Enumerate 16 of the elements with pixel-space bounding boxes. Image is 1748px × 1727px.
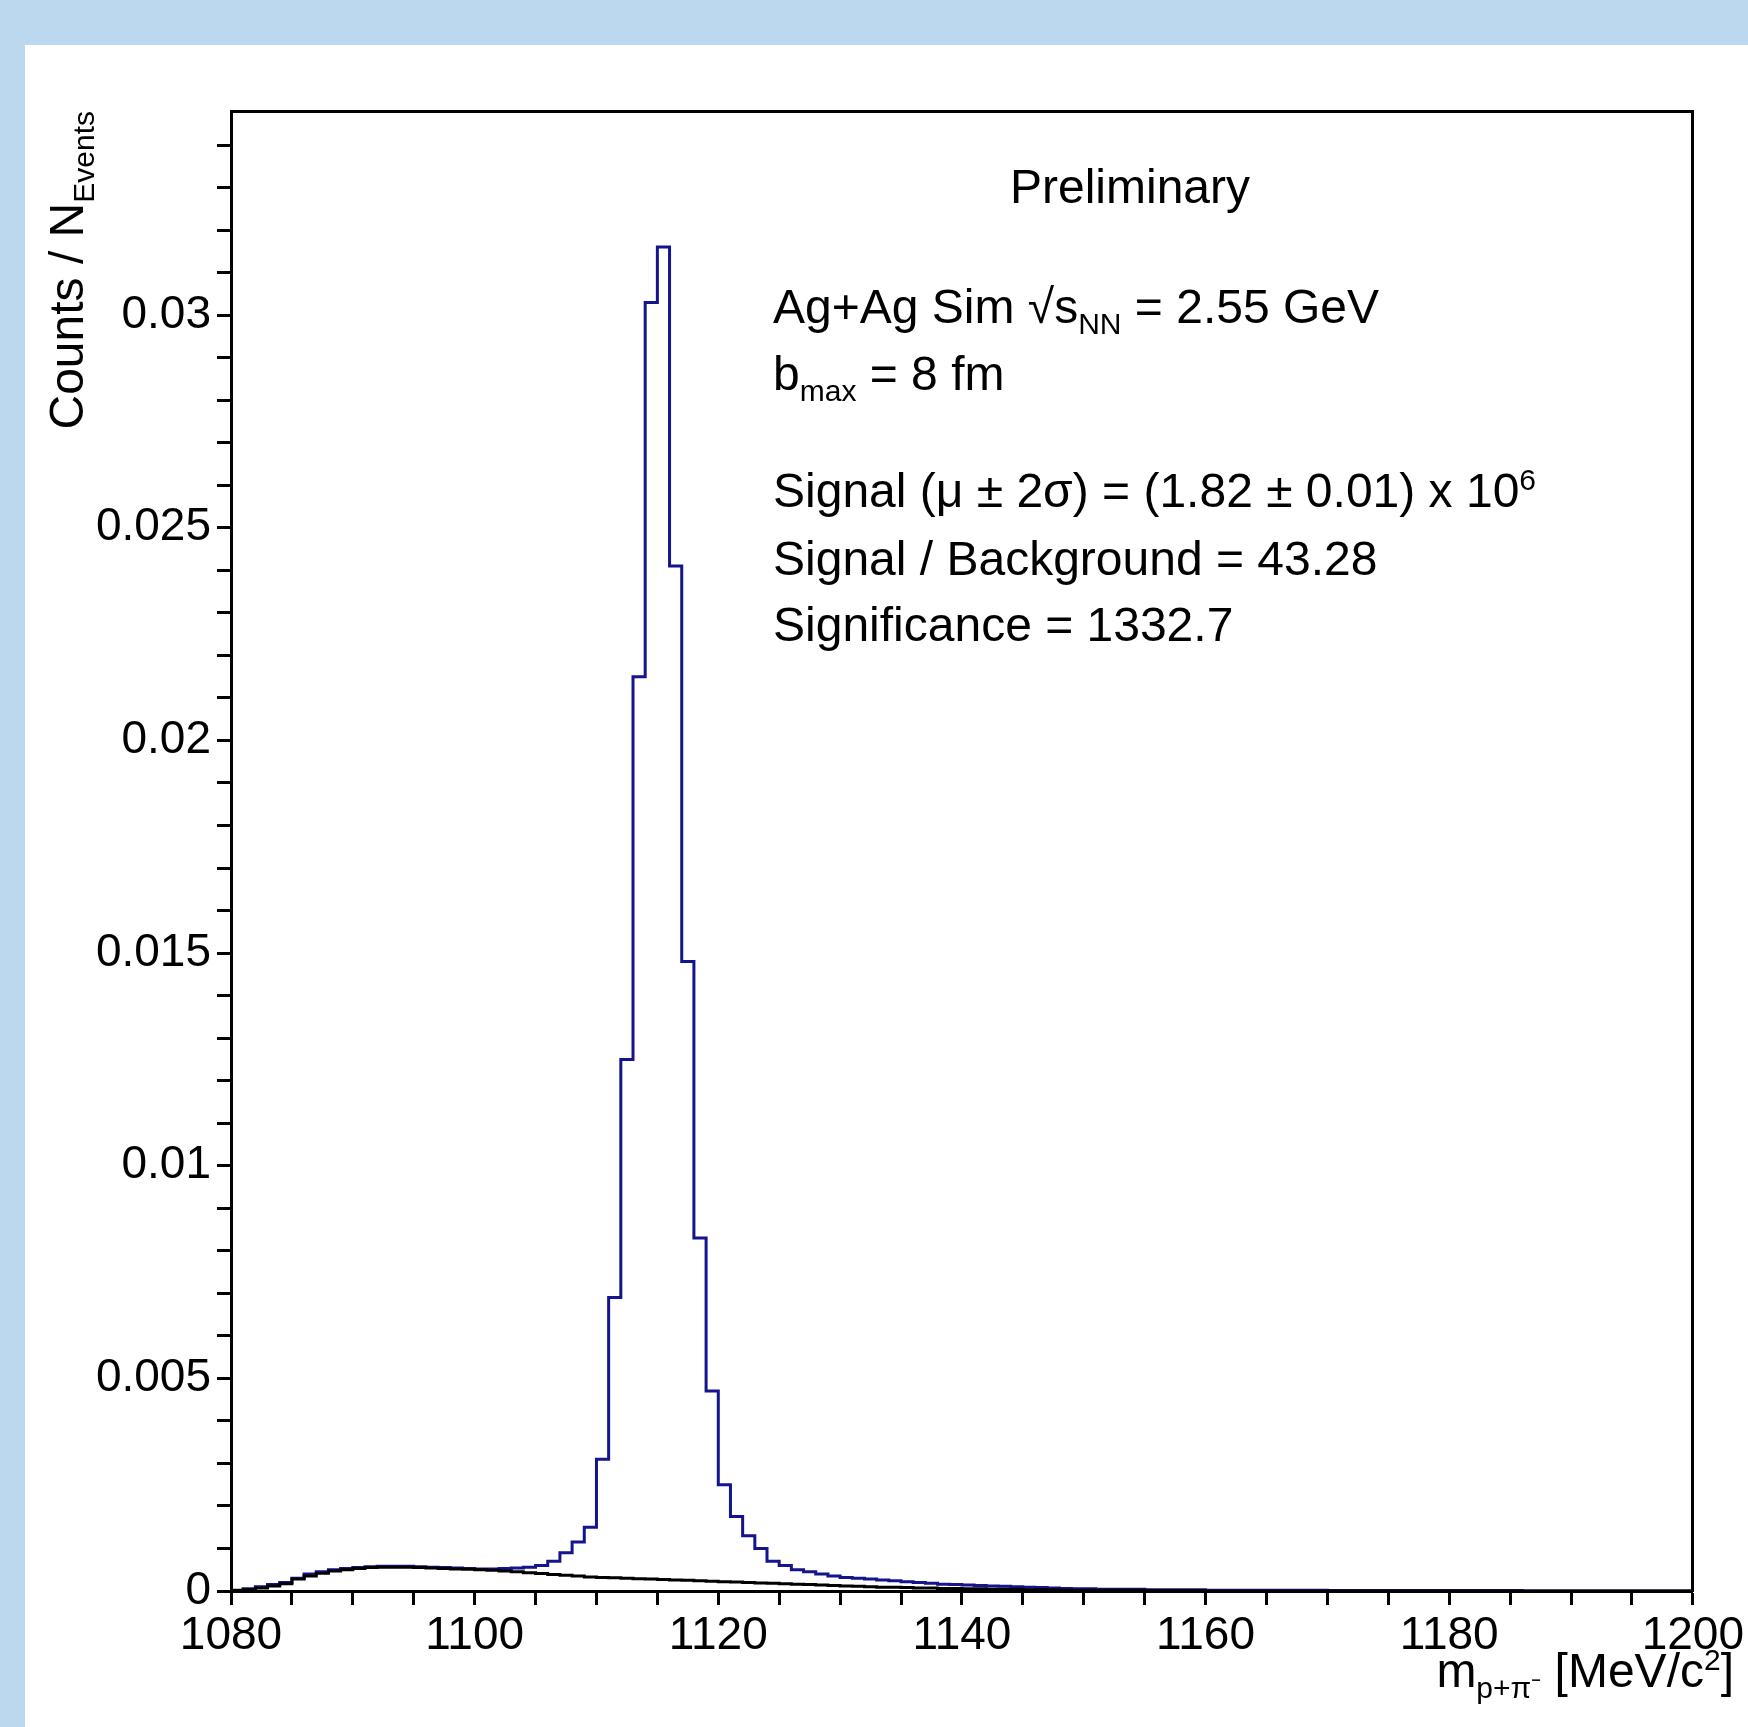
- annotation: Ag+Ag Sim √s$_{NN}$ = 2.55 GeV: [773, 280, 1379, 340]
- x-tick-label: 1100: [425, 1607, 525, 1660]
- annotation: b$_{max}$ = 8 fm: [773, 347, 1005, 407]
- x-tick-label: 1160: [1156, 1607, 1256, 1660]
- x-tick-label: 1120: [668, 1607, 768, 1660]
- y-tick-label: 0.01: [121, 1136, 211, 1189]
- annotation: Signal (μ ± 2σ) = (1.82 ± 0.01) x 10$^{6}$: [773, 463, 1537, 517]
- y-tick-label: 0.02: [121, 711, 211, 764]
- annotation: Significance = 1332.7: [773, 598, 1234, 651]
- y-tick-label: 0.025: [95, 498, 211, 551]
- annotation: Preliminary: [1010, 160, 1251, 213]
- x-tick-label: 1140: [912, 1607, 1012, 1660]
- y-tick-label: 0.005: [95, 1349, 211, 1402]
- y-tick-label: 0.015: [95, 923, 211, 976]
- annotation: Signal / Background = 43.28: [773, 532, 1378, 585]
- y-tick-label: 0.03: [121, 285, 211, 338]
